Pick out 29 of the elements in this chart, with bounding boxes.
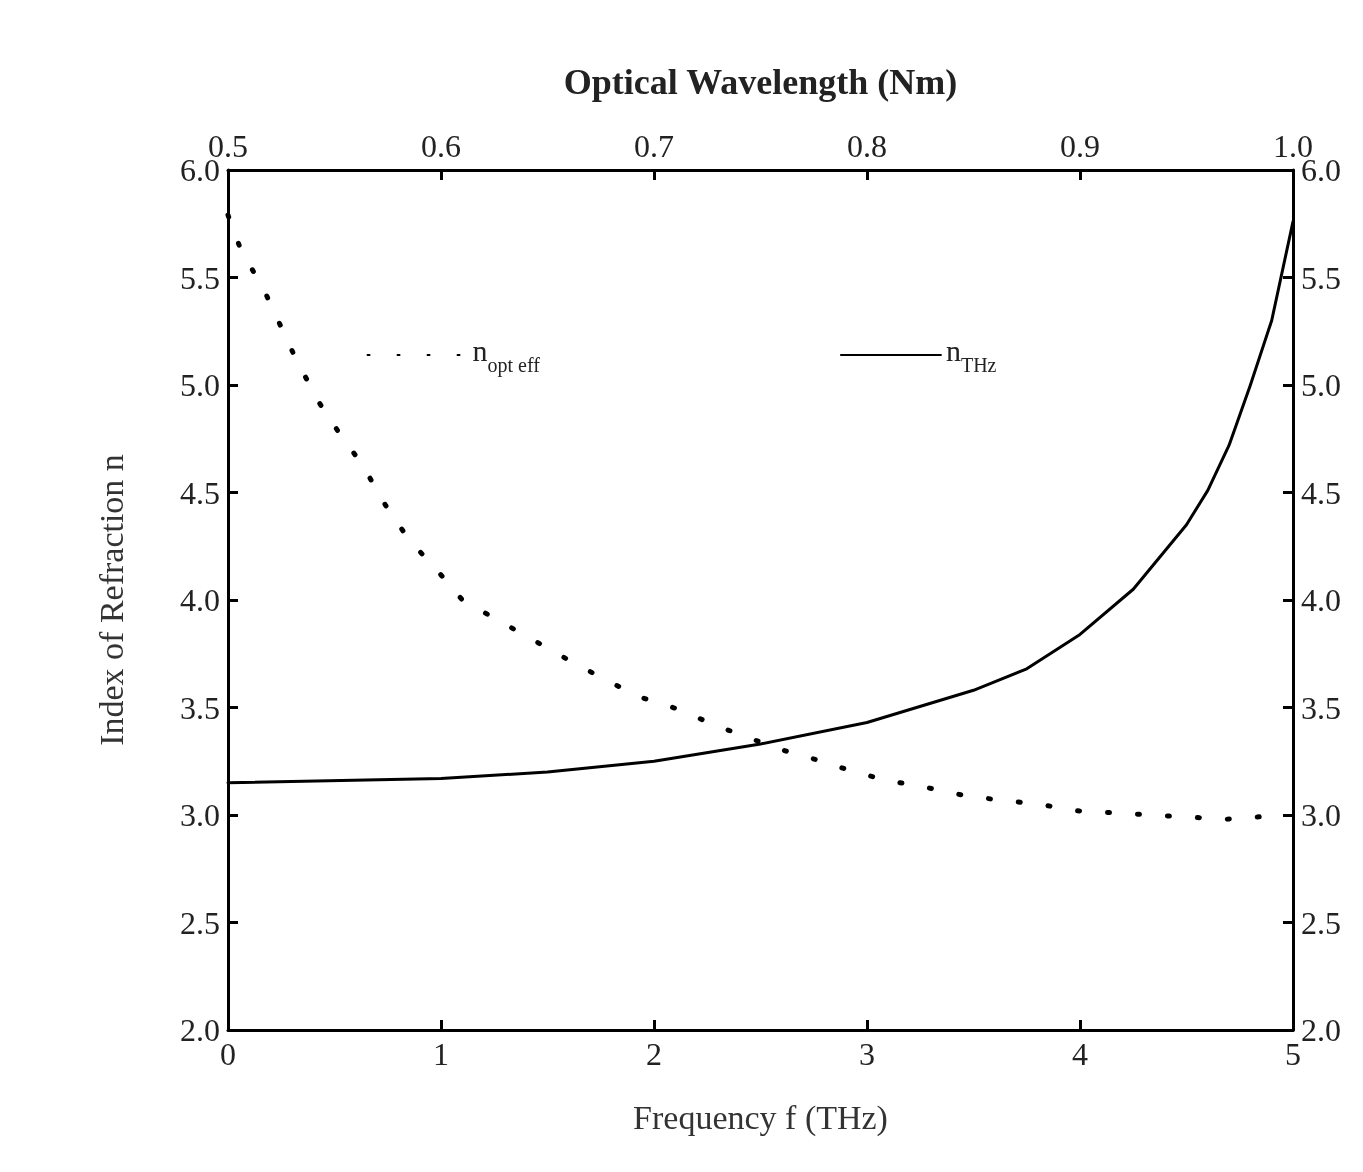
x-tick-label: 5 bbox=[1285, 1036, 1301, 1072]
y-tick-label: 5.5 bbox=[180, 259, 220, 296]
y2-tick-label: 4.5 bbox=[1301, 474, 1341, 511]
x-tick-label: 0 bbox=[220, 1036, 236, 1072]
x2-axis-title: Optical Wavelength (Nm) bbox=[563, 62, 958, 102]
x-axis-title: Frequency f (THz) bbox=[633, 1098, 888, 1137]
y-tick-label: 4.5 bbox=[180, 474, 220, 511]
x2-tick-label: 0.9 bbox=[1060, 128, 1100, 164]
y2-tick-label: 2.5 bbox=[1301, 904, 1341, 941]
x2-tick-label: 0.8 bbox=[847, 128, 887, 164]
y2-tick-label: 3.5 bbox=[1301, 689, 1341, 726]
y2-tick-label: 5.5 bbox=[1301, 259, 1341, 296]
y2-tick-label: 3.0 bbox=[1301, 797, 1341, 833]
y2-tick-label: 5.0 bbox=[1301, 367, 1341, 403]
y-tick-label: 2.0 bbox=[180, 1012, 220, 1048]
y2-tick-label: 4.0 bbox=[1301, 582, 1341, 618]
x-tick-label: 4 bbox=[1072, 1036, 1088, 1072]
x-tick-label: 2 bbox=[646, 1036, 662, 1072]
x-tick-label: 3 bbox=[859, 1036, 875, 1072]
x2-tick-label: 0.6 bbox=[421, 128, 461, 164]
y-tick-label: 5.0 bbox=[180, 367, 220, 403]
y2-tick-label: 2.0 bbox=[1301, 1012, 1341, 1048]
x2-tick-label: 0.7 bbox=[634, 128, 674, 164]
x-tick-label: 1 bbox=[433, 1036, 449, 1072]
y-tick-label: 3.0 bbox=[180, 797, 220, 833]
y-tick-label: 2.5 bbox=[180, 904, 220, 941]
y-tick-label: 4.0 bbox=[180, 582, 220, 618]
y-axis-title: Index of Refraction n bbox=[92, 454, 130, 746]
y-tick-label: 3.5 bbox=[180, 689, 220, 726]
